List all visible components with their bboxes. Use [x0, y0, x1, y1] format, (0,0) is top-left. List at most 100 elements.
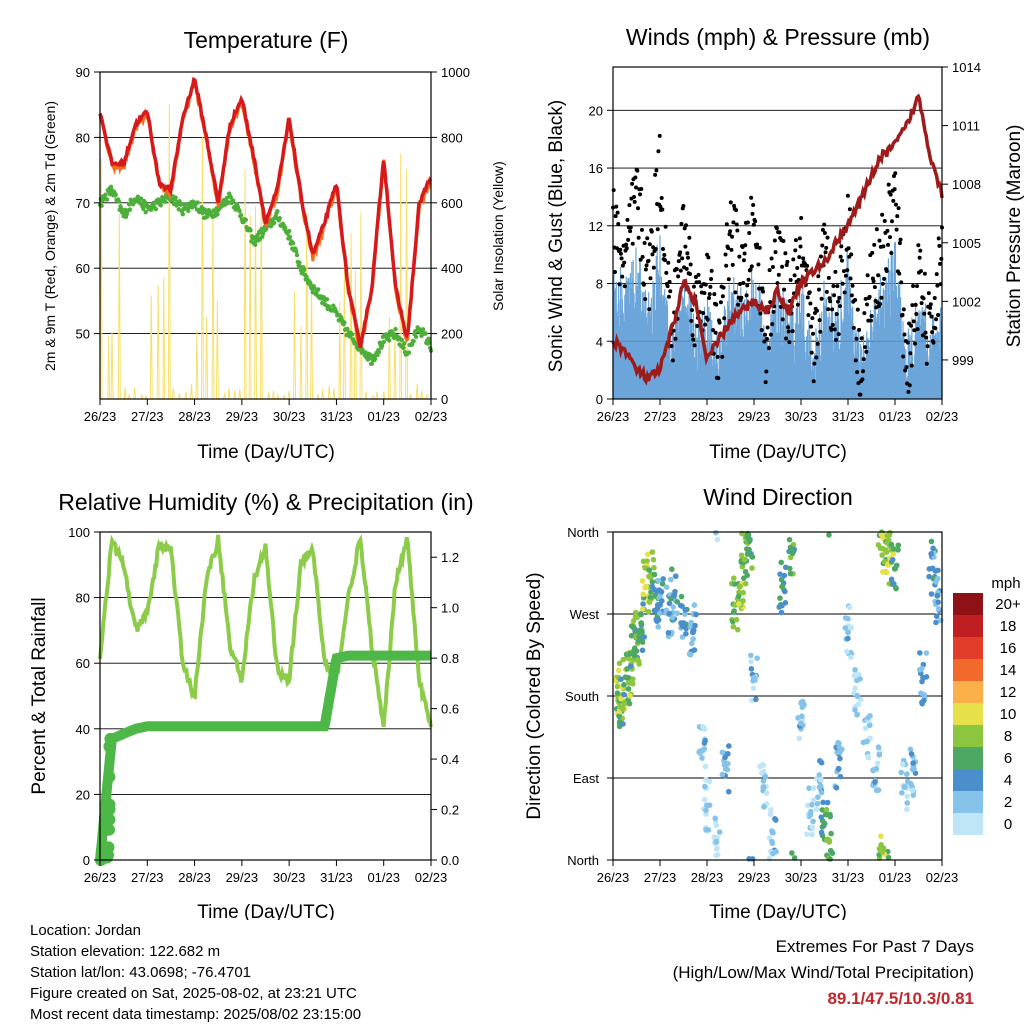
direction-point	[935, 599, 942, 605]
dewpoint-point	[238, 213, 244, 218]
gust-point	[935, 283, 940, 288]
direction-point	[621, 701, 628, 707]
gust-point	[869, 313, 874, 318]
x-tick-label: 29/23	[738, 870, 771, 885]
direction-point	[845, 635, 851, 642]
gust-point	[715, 354, 720, 359]
x-tick-label: 31/23	[832, 409, 865, 424]
extremes-title: Extremes For Past 7 Days	[775, 937, 974, 956]
dewpoint-point	[369, 361, 375, 366]
y-tick-label: 80	[76, 591, 90, 606]
gust-point	[627, 203, 632, 208]
direction-point	[669, 614, 676, 621]
gust-point	[926, 291, 931, 296]
dewpoint-point	[142, 200, 148, 205]
direction-point	[619, 706, 626, 712]
gust-point	[728, 200, 733, 205]
dewpoint-point	[178, 202, 184, 207]
gust-point	[911, 283, 916, 288]
direction-point	[714, 851, 721, 858]
gust-point	[751, 222, 756, 227]
gust-point	[709, 276, 714, 281]
gust-point	[666, 260, 671, 265]
gust-point	[833, 269, 838, 274]
pressure-y2-axis-label: Station Pressure (Maroon)	[1004, 125, 1024, 348]
gust-point	[880, 212, 885, 217]
legend-label: 20+	[995, 596, 1021, 613]
gust-point	[910, 303, 915, 308]
gust-point	[721, 285, 726, 290]
direction-tick-label: East	[573, 771, 599, 786]
direction-point	[898, 769, 905, 776]
gust-point	[818, 254, 823, 259]
gust-point	[864, 302, 869, 307]
direction-point	[742, 580, 749, 587]
direction-point	[769, 840, 776, 847]
gust-point	[836, 299, 841, 304]
direction-point	[782, 588, 788, 595]
gust-point	[808, 301, 813, 306]
gust-point	[661, 246, 666, 251]
direction-point	[734, 626, 741, 633]
gust-point	[814, 355, 819, 360]
gust-point	[840, 281, 845, 286]
direction-point	[895, 542, 902, 549]
direction-point	[910, 760, 916, 766]
gust-point	[850, 283, 855, 288]
direction-point	[647, 594, 654, 601]
gust-point	[658, 204, 663, 209]
y2-tick-label: 400	[441, 261, 463, 276]
gust-point	[853, 358, 858, 363]
direction-point	[787, 570, 794, 577]
direction-point	[615, 667, 622, 674]
gust-point	[909, 363, 914, 368]
x-tick-label: 28/23	[691, 870, 724, 885]
gust-point	[728, 229, 733, 234]
gust-point	[867, 294, 872, 299]
gust-point	[782, 287, 787, 292]
direction-point	[934, 575, 941, 582]
direction-point	[821, 820, 828, 827]
gust-point	[613, 214, 618, 219]
direction-point	[919, 665, 925, 672]
gust-point	[724, 263, 729, 268]
gust-point	[892, 187, 897, 192]
direction-point	[678, 593, 685, 600]
direction-point	[820, 799, 826, 806]
extremes-value: 89.1/47.5/10.3/0.81	[827, 989, 974, 1008]
gust-point	[771, 309, 776, 314]
gust-point	[815, 341, 820, 346]
gust-point	[749, 264, 754, 269]
gust-point	[653, 247, 658, 252]
gust-point	[912, 328, 917, 333]
gust-point	[682, 226, 687, 231]
y2-tick-label: 600	[441, 196, 463, 211]
gust-point	[845, 268, 850, 273]
dewpoint-point	[215, 212, 220, 217]
gust-point	[618, 251, 623, 256]
gust-point	[845, 193, 850, 198]
gust-point	[660, 207, 665, 212]
gust-point	[755, 242, 760, 247]
winds-x-axis-label: Time (Day/UTC)	[709, 442, 847, 463]
direction-point	[646, 567, 653, 573]
gust-point	[868, 318, 873, 323]
gust-point	[860, 377, 865, 382]
dewpoint-point	[287, 234, 293, 240]
direction-point	[760, 784, 767, 791]
gust-point	[863, 296, 868, 301]
y2-tick-label: 0.2	[441, 803, 459, 818]
dewpoint-point	[294, 252, 300, 258]
direction-point	[798, 699, 805, 706]
gust-point	[665, 284, 670, 289]
gust-point	[793, 248, 798, 253]
direction-point	[691, 647, 698, 653]
legend-swatch	[953, 637, 983, 659]
gust-point	[898, 237, 903, 242]
direction-point	[689, 629, 696, 636]
direction-point	[778, 576, 785, 583]
temperature-title: Temperature (F)	[184, 27, 349, 53]
gust-point	[762, 332, 767, 337]
humidity-title: Relative Humidity (%) & Precipitation (i…	[58, 489, 473, 515]
gust-point	[638, 257, 643, 262]
